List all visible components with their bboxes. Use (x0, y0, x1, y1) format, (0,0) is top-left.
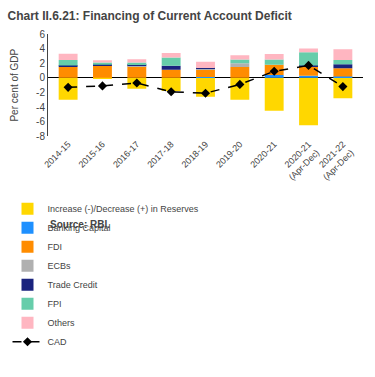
svg-text:2017-18: 2017-18 (145, 139, 175, 169)
svg-text:2019-20: 2019-20 (214, 139, 244, 169)
svg-text:Trade Credit: Trade Credit (48, 280, 98, 290)
svg-text:FPI: FPI (48, 299, 62, 309)
svg-text:2014-15: 2014-15 (42, 139, 72, 169)
svg-text:0: 0 (39, 72, 45, 83)
svg-text:-6: -6 (36, 116, 45, 127)
svg-text:2021-22(Apr-Dec): 2021-22(Apr-Dec) (313, 139, 356, 182)
svg-text:2020-21(Apr-Dec): 2020-21(Apr-Dec) (278, 139, 321, 182)
svg-text:Increase (-)/Decrease (+) in R: Increase (-)/Decrease (+) in Reserves (48, 204, 199, 214)
svg-text:-8: -8 (36, 131, 45, 142)
svg-text:2018-19: 2018-19 (180, 139, 210, 169)
svg-text:CAD: CAD (48, 337, 68, 347)
svg-text:Source: RBI.: Source: RBI. (50, 219, 110, 230)
svg-text:Per cent of GDP: Per cent of GDP (9, 48, 20, 121)
svg-text:2016-17: 2016-17 (111, 139, 141, 169)
svg-text:2020-21: 2020-21 (248, 139, 278, 169)
svg-text:Banking Capital: Banking Capital (48, 223, 111, 233)
svg-text:Others: Others (48, 318, 76, 328)
svg-text:FDI: FDI (48, 242, 63, 252)
svg-text:6: 6 (39, 29, 45, 40)
svg-text:Chart II.6.21: Financing of Cu: Chart II.6.21: Financing of Current Acco… (8, 9, 292, 23)
svg-text:-4: -4 (36, 102, 45, 113)
svg-text:2: 2 (39, 58, 45, 69)
svg-text:-2: -2 (36, 87, 45, 98)
svg-text:ECBs: ECBs (48, 261, 72, 271)
svg-text:4: 4 (39, 43, 45, 54)
svg-text:2015-16: 2015-16 (77, 139, 107, 169)
